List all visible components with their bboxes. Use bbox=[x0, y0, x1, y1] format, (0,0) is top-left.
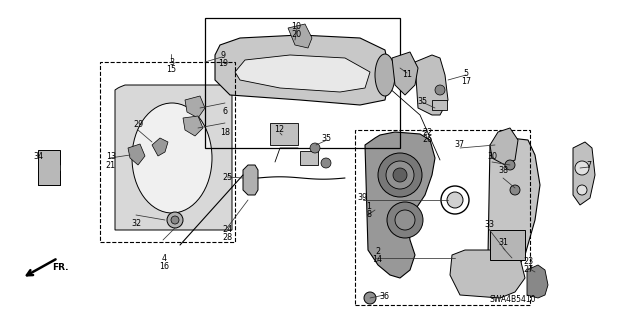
Polygon shape bbox=[415, 55, 448, 115]
Text: 12: 12 bbox=[274, 125, 284, 134]
Text: 13: 13 bbox=[106, 152, 116, 161]
Bar bbox=[38, 150, 60, 185]
Text: 3: 3 bbox=[169, 58, 174, 67]
Circle shape bbox=[395, 210, 415, 230]
Polygon shape bbox=[392, 52, 418, 95]
Text: 35: 35 bbox=[417, 97, 428, 106]
Circle shape bbox=[378, 153, 422, 197]
Polygon shape bbox=[288, 24, 312, 48]
Circle shape bbox=[167, 212, 183, 228]
Text: 17: 17 bbox=[461, 77, 471, 86]
Bar bbox=[490, 230, 525, 260]
Circle shape bbox=[505, 160, 515, 170]
Text: 15: 15 bbox=[166, 65, 177, 74]
Polygon shape bbox=[235, 55, 370, 92]
Text: 39: 39 bbox=[358, 193, 368, 202]
Text: 21: 21 bbox=[106, 161, 116, 170]
Polygon shape bbox=[490, 128, 518, 165]
Text: 28: 28 bbox=[222, 233, 232, 242]
Text: 2: 2 bbox=[375, 247, 380, 256]
Text: FR.: FR. bbox=[52, 263, 68, 272]
Text: 35: 35 bbox=[321, 134, 332, 143]
Bar bbox=[270, 123, 298, 145]
Text: 23: 23 bbox=[524, 257, 534, 266]
Ellipse shape bbox=[375, 54, 395, 96]
Circle shape bbox=[171, 216, 179, 224]
Polygon shape bbox=[183, 116, 203, 136]
Circle shape bbox=[435, 85, 445, 95]
Text: SWA4B5410: SWA4B5410 bbox=[490, 295, 536, 305]
Polygon shape bbox=[115, 85, 232, 230]
Polygon shape bbox=[243, 165, 258, 195]
Text: 29: 29 bbox=[134, 120, 144, 129]
Text: 1: 1 bbox=[366, 202, 371, 211]
Circle shape bbox=[393, 168, 407, 182]
Text: 14: 14 bbox=[372, 255, 383, 264]
Circle shape bbox=[577, 185, 587, 195]
Text: 30: 30 bbox=[488, 152, 498, 161]
Polygon shape bbox=[215, 35, 390, 105]
Text: 33: 33 bbox=[484, 220, 494, 229]
Bar bbox=[432, 100, 447, 110]
Text: 20: 20 bbox=[291, 30, 301, 39]
Text: 18: 18 bbox=[220, 128, 230, 137]
Text: 9: 9 bbox=[220, 51, 225, 60]
Text: 37: 37 bbox=[454, 140, 465, 149]
Text: 7: 7 bbox=[586, 161, 591, 170]
Text: 36: 36 bbox=[379, 292, 389, 300]
Text: 5: 5 bbox=[463, 69, 468, 78]
Circle shape bbox=[447, 192, 463, 208]
Text: 4: 4 bbox=[161, 254, 166, 263]
Text: 22: 22 bbox=[422, 128, 433, 137]
Text: 10: 10 bbox=[291, 22, 301, 31]
Polygon shape bbox=[152, 138, 168, 156]
Polygon shape bbox=[185, 96, 205, 118]
Ellipse shape bbox=[132, 103, 212, 213]
Circle shape bbox=[386, 161, 414, 189]
Circle shape bbox=[321, 158, 331, 168]
Text: 16: 16 bbox=[159, 262, 169, 271]
Polygon shape bbox=[450, 250, 525, 298]
Bar bbox=[300, 151, 318, 165]
Polygon shape bbox=[365, 132, 435, 278]
Bar bbox=[355, 130, 530, 305]
Polygon shape bbox=[128, 144, 145, 165]
Bar bbox=[205, 18, 400, 148]
Circle shape bbox=[364, 292, 376, 304]
Text: 8: 8 bbox=[366, 210, 371, 219]
Bar bbox=[100, 62, 235, 242]
Text: 26: 26 bbox=[422, 135, 433, 144]
Text: 11: 11 bbox=[402, 70, 412, 78]
Polygon shape bbox=[527, 265, 548, 298]
Text: 27: 27 bbox=[524, 265, 534, 274]
Circle shape bbox=[310, 143, 320, 153]
Circle shape bbox=[575, 161, 589, 175]
Polygon shape bbox=[488, 138, 540, 278]
Text: 25: 25 bbox=[222, 173, 232, 182]
Circle shape bbox=[510, 185, 520, 195]
Text: 32: 32 bbox=[131, 219, 141, 228]
Text: 6: 6 bbox=[223, 107, 228, 116]
Text: 31: 31 bbox=[498, 238, 508, 247]
Text: 34: 34 bbox=[33, 152, 44, 161]
Text: 38: 38 bbox=[498, 166, 508, 175]
Polygon shape bbox=[573, 142, 595, 205]
Circle shape bbox=[387, 202, 423, 238]
Text: 19: 19 bbox=[218, 59, 228, 68]
Text: 24: 24 bbox=[222, 225, 232, 234]
